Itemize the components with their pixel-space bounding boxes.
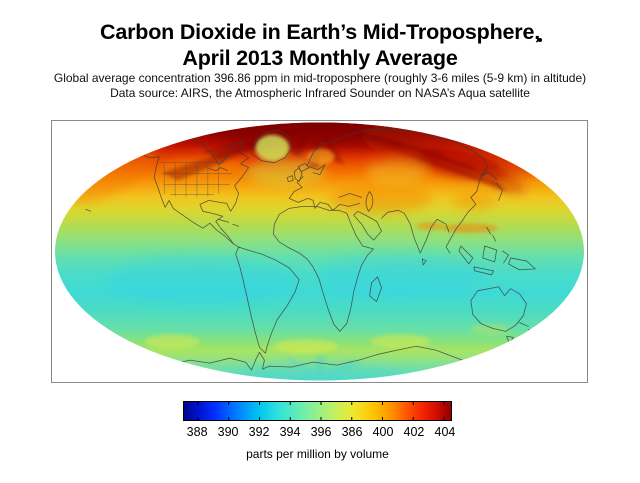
india-coast: [381, 209, 450, 266]
colorbar-tick-label: 394: [279, 425, 301, 439]
colorbar-tick-label: 386: [341, 425, 363, 439]
greenland-coast: [251, 129, 293, 164]
africa-coast: [272, 205, 374, 332]
colorbar-tick-label: 390: [217, 425, 239, 439]
antarctica-coast: [167, 345, 466, 371]
colorbar-gradient: [184, 402, 451, 420]
map-frame: [51, 120, 588, 383]
title-line-1: Carbon Dioxide in Earth’s Mid-Tropospher…: [100, 20, 540, 44]
subtitle-line-1: Global average concentration 396.86 ppm …: [53, 71, 587, 85]
colorbar: [183, 401, 452, 421]
colorbar-caption: parts per million by volume: [246, 447, 389, 461]
british-isles-coast: [286, 167, 303, 182]
colorbar-tick-label: 392: [248, 425, 270, 439]
colorbar-ticks: [197, 402, 445, 420]
greenland-low-co2-spot: [255, 134, 290, 161]
world-co2-map: [55, 122, 584, 381]
figure-title: Carbon Dioxide in Earth’s Mid-Tropospher…: [0, 19, 640, 71]
north-america-east-coast: [114, 137, 249, 245]
local-anomaly-spots: [144, 134, 510, 354]
caribbean-islands: [85, 153, 240, 227]
madagascar-coast: [369, 276, 382, 303]
colorbar-tick-label: 388: [186, 425, 208, 439]
colorbar-tick-label: 404: [434, 425, 456, 439]
colorbar-tick-labels: 388 390 392 394 396 386 400 402 404: [183, 425, 456, 440]
europe-coast: [288, 141, 363, 211]
stray-dot-mark: [538, 38, 542, 42]
us-state-borders: [160, 162, 232, 198]
indonesia-coast: [458, 226, 536, 276]
east-asia-coast: [445, 170, 489, 254]
japan-coast: [496, 183, 503, 201]
colorbar-tick-label: 402: [403, 425, 425, 439]
coastlines: [85, 127, 537, 371]
colorbar-tick-label: 400: [372, 425, 394, 439]
subtitle-line-2: Data source: AIRS, the Atmospheric Infra…: [110, 86, 530, 100]
arabia-coast: [353, 210, 382, 241]
colorbar-tick-label: 396: [310, 425, 332, 439]
figure-subtitle: Global average concentration 396.86 ppm …: [0, 71, 640, 101]
caspian-sea: [365, 191, 374, 212]
great-lakes: [208, 167, 229, 172]
asia-arctic-coast: [332, 127, 498, 180]
title-line-2: April 2013 Monthly Average: [182, 46, 458, 70]
south-america-coast: [235, 246, 300, 354]
